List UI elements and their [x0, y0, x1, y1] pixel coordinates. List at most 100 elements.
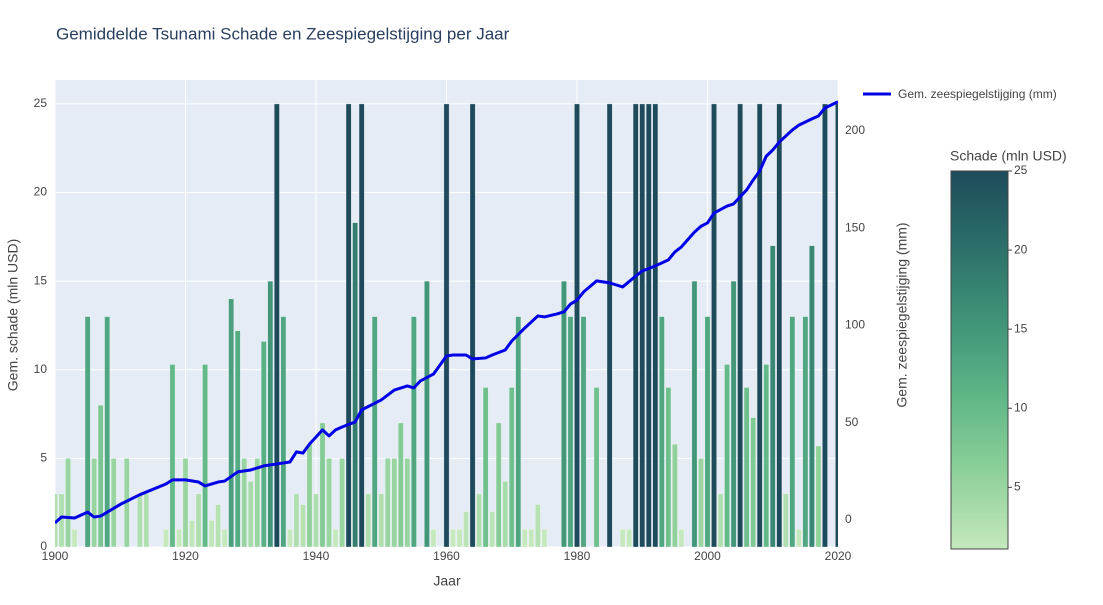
bar — [313, 493, 319, 547]
bar — [260, 341, 267, 547]
bar — [763, 364, 770, 547]
colorbar-tick-label: 10 — [1014, 400, 1028, 414]
y-axis-title: Gem. schade (mln USD) — [5, 239, 21, 391]
bar — [652, 103, 659, 547]
bar — [717, 493, 724, 547]
bar — [724, 364, 730, 547]
bar — [110, 458, 117, 547]
bar — [795, 529, 802, 547]
bar — [97, 404, 104, 547]
bar — [182, 458, 189, 547]
bar — [495, 422, 502, 547]
bar — [306, 443, 313, 547]
bar — [397, 422, 404, 547]
bar — [632, 103, 639, 547]
bar — [489, 511, 496, 547]
bar — [358, 103, 365, 547]
bar — [293, 493, 300, 547]
colorbar-tick-label: 15 — [1014, 321, 1028, 335]
bar — [378, 493, 385, 547]
bar — [822, 103, 828, 547]
bar — [202, 364, 208, 547]
y-tick-label: 15 — [34, 273, 48, 287]
bar — [326, 458, 332, 547]
bar — [750, 417, 757, 547]
y-tick-label: 0 — [40, 539, 47, 553]
bar — [463, 511, 469, 547]
y2-tick-label: 0 — [845, 512, 852, 526]
bar — [300, 504, 306, 547]
bar — [411, 316, 417, 547]
bar — [769, 245, 776, 547]
bar — [665, 387, 672, 547]
bar — [704, 316, 711, 547]
bar — [469, 103, 476, 547]
bar — [208, 520, 215, 547]
bar — [143, 493, 150, 547]
x-tick-label: 1960 — [433, 549, 460, 563]
bar — [698, 458, 704, 547]
bar — [273, 103, 280, 547]
colorbar-tick-label: 20 — [1014, 242, 1028, 256]
bar — [593, 387, 600, 547]
y-tick-label: 10 — [34, 362, 48, 376]
bar — [430, 529, 437, 547]
y-tick-label: 5 — [40, 451, 47, 465]
bar — [391, 458, 398, 547]
bar — [234, 330, 241, 547]
y2-tick-label: 100 — [845, 318, 865, 332]
bar — [365, 493, 372, 547]
bar — [267, 280, 274, 547]
bar — [443, 103, 450, 547]
bar — [802, 316, 809, 547]
bar — [619, 529, 626, 547]
bar — [195, 493, 202, 547]
bar — [482, 387, 489, 547]
bar — [371, 316, 378, 547]
bar — [339, 458, 345, 547]
bar — [528, 529, 535, 547]
colorbar — [950, 170, 1009, 550]
bar — [672, 443, 678, 547]
x-tick-label: 1980 — [564, 549, 591, 563]
y2-tick-label: 150 — [845, 220, 865, 234]
bar — [84, 316, 91, 547]
line — [55, 100, 838, 524]
bar — [241, 458, 248, 547]
legend-label: Gem. zeespiegelstijging (mm) — [898, 87, 1057, 101]
bar — [789, 316, 796, 547]
x-tick-label: 1920 — [172, 549, 199, 563]
x-tick-label: 2000 — [694, 549, 721, 563]
bar — [456, 529, 463, 547]
colorbar-tick-label: 25 — [1014, 163, 1028, 177]
bar — [247, 481, 254, 547]
bar — [580, 316, 587, 547]
bar — [521, 529, 528, 547]
bar — [691, 280, 698, 547]
y2-tick-label: 50 — [845, 415, 859, 429]
bar — [567, 316, 574, 547]
x-tick-label: 1940 — [303, 549, 330, 563]
bar — [541, 529, 548, 547]
x-tick-label: 2020 — [825, 549, 852, 563]
bar — [384, 458, 391, 547]
bar — [639, 103, 646, 547]
bar — [835, 103, 838, 547]
bar — [711, 103, 717, 547]
bar — [561, 280, 567, 547]
bar — [104, 316, 111, 547]
colorbar-tick-label: 5 — [1014, 479, 1021, 493]
bar — [756, 103, 763, 547]
bar — [626, 529, 633, 547]
bar — [332, 529, 339, 547]
bar — [730, 280, 737, 547]
bar — [352, 222, 359, 547]
x-tick-label: 1900 — [42, 549, 69, 563]
bar — [743, 387, 750, 547]
bar — [65, 458, 71, 547]
bar — [136, 493, 143, 547]
bar — [658, 316, 665, 547]
bar — [287, 529, 293, 547]
bar — [163, 529, 169, 547]
